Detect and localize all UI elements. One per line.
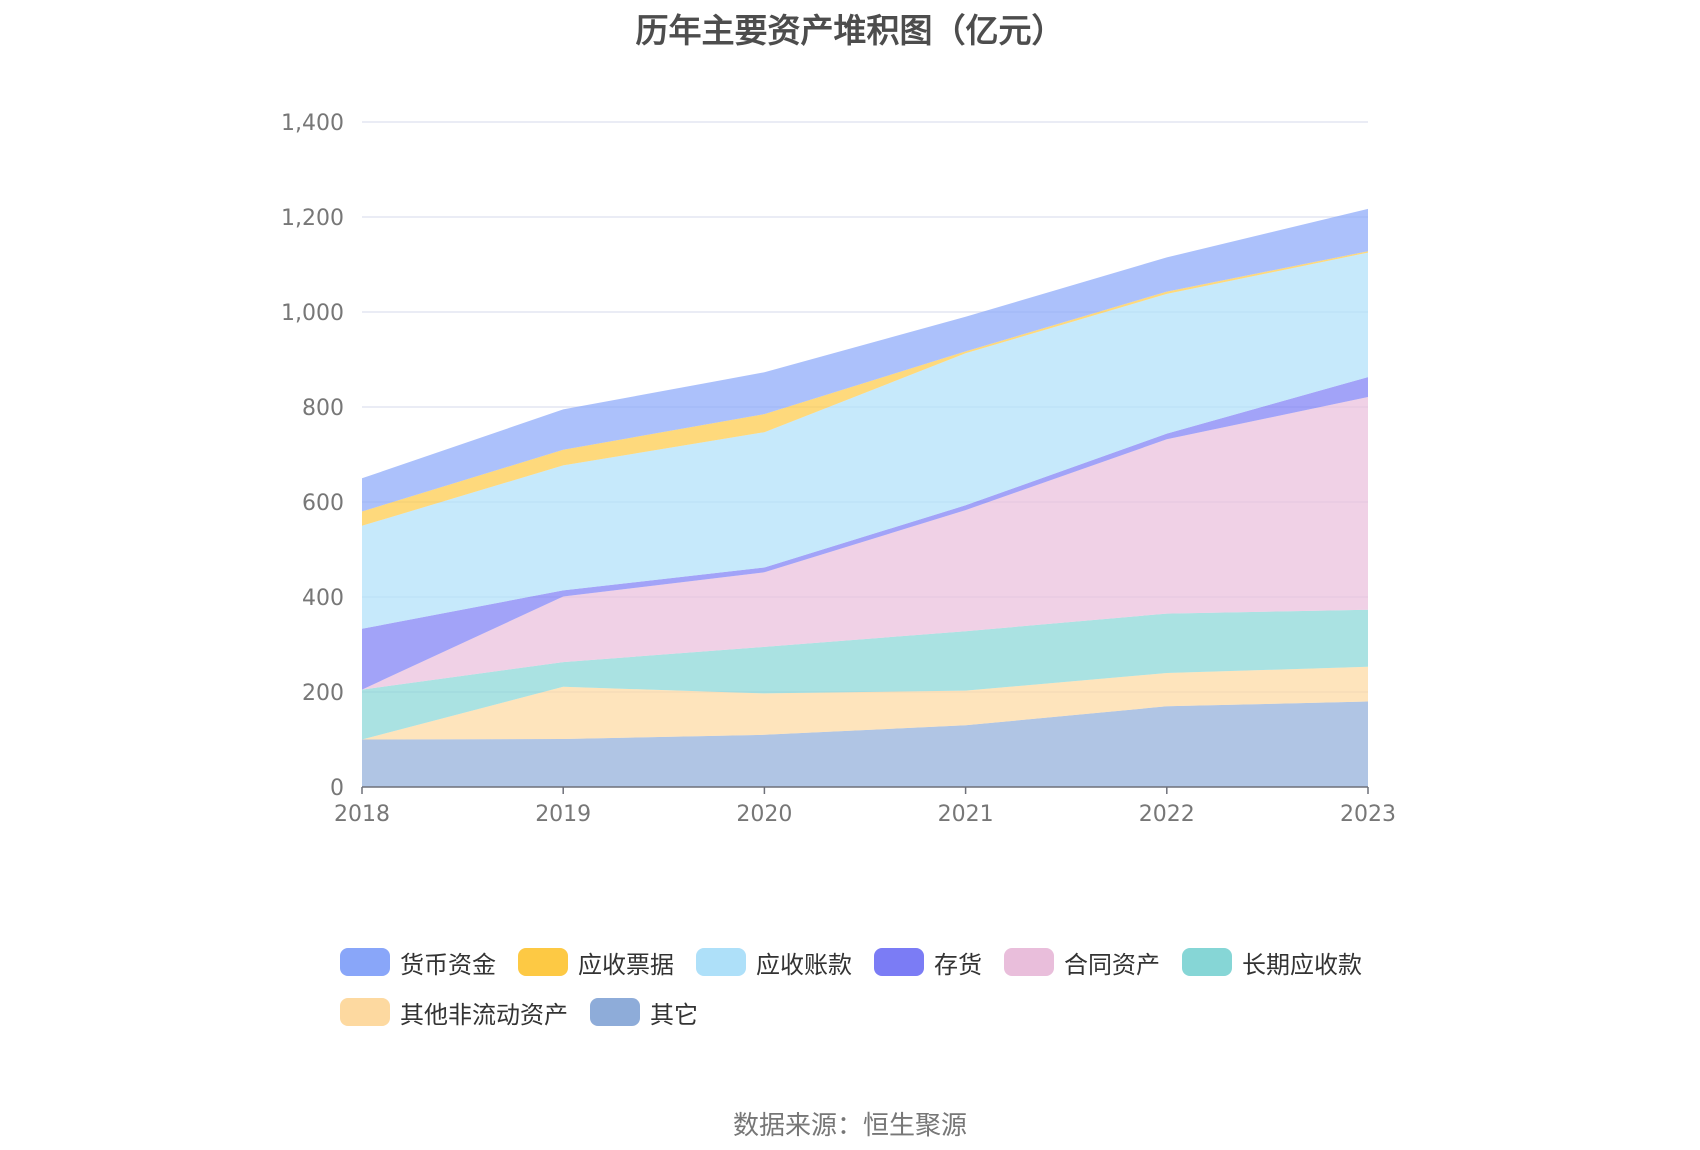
area-应收票据 — [362, 251, 1368, 526]
legend-swatch — [1004, 948, 1054, 976]
x-tick-label: 2023 — [1340, 802, 1396, 827]
area-其它 — [362, 701, 1368, 787]
legend-swatch — [340, 948, 390, 976]
legend-label: 长期应收款 — [1242, 950, 1362, 979]
legend-swatch — [696, 948, 746, 976]
y-tick-label: 0 — [330, 776, 344, 801]
area-合同资产 — [362, 397, 1368, 690]
area-series — [362, 208, 1368, 787]
legend-label: 应收票据 — [578, 950, 674, 979]
legend-item[interactable]: 其他非流动资产 — [340, 997, 568, 1029]
y-tick-label: 800 — [302, 396, 344, 421]
y-tick-label: 1,200 — [281, 206, 344, 231]
legend-label: 应收账款 — [756, 950, 852, 979]
legend-item[interactable]: 应收账款 — [696, 947, 852, 979]
y-tick-label: 600 — [302, 491, 344, 516]
legend-swatch — [518, 948, 568, 976]
y-tick-label: 1,000 — [281, 301, 344, 326]
legend-item[interactable]: 长期应收款 — [1182, 947, 1362, 979]
legend-label: 其它 — [650, 1000, 698, 1029]
y-tick-label: 400 — [302, 586, 344, 611]
legend-swatch — [874, 948, 924, 976]
legend-swatch — [1182, 948, 1232, 976]
area-其他非流动资产 — [362, 666, 1368, 740]
y-tick-label: 1,400 — [281, 111, 344, 136]
legend-swatch — [340, 998, 390, 1026]
x-tick-label: 2019 — [535, 802, 591, 827]
legend-label: 合同资产 — [1064, 950, 1160, 979]
area-长期应收款 — [362, 609, 1368, 740]
area-应收账款 — [362, 252, 1368, 629]
legend-label: 存货 — [934, 950, 982, 979]
legend-item[interactable]: 合同资产 — [1004, 947, 1160, 979]
legend-label: 货币资金 — [400, 950, 496, 979]
axes: 0 200 400 600 800 1,000 1,200 1,400 2018 2019 2020… — [281, 111, 1396, 827]
legend-label: 其他非流动资产 — [400, 1000, 568, 1029]
legend-item[interactable]: 其它 — [590, 997, 698, 1029]
legend-item[interactable]: 应收票据 — [518, 947, 674, 979]
x-tick-label: 2021 — [938, 802, 994, 827]
legend: 货币资金 应收票据 应收账款 存货 合同资产 长期应收款其他非流动资产 其它 — [340, 947, 1400, 1047]
x-tick-label: 2020 — [736, 802, 792, 827]
x-tick-label: 2022 — [1139, 802, 1195, 827]
legend-swatch — [590, 998, 640, 1026]
legend-item[interactable]: 存货 — [874, 947, 982, 979]
area-存货 — [362, 377, 1368, 690]
source-note: 数据来源：恒生聚源 — [732, 1111, 967, 1141]
y-tick-label: 200 — [302, 681, 344, 706]
x-tick-label: 2018 — [334, 802, 390, 827]
legend-item[interactable]: 货币资金 — [340, 947, 496, 979]
area-货币资金 — [362, 208, 1368, 512]
chart-title: 历年主要资产堆积图（亿元） — [635, 11, 1065, 50]
